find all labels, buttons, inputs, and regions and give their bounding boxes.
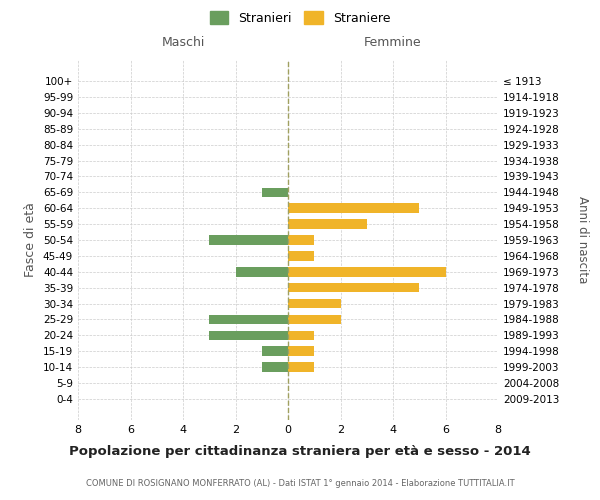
Text: Femmine: Femmine	[364, 36, 422, 49]
Y-axis label: Anni di nascita: Anni di nascita	[576, 196, 589, 284]
Text: Maschi: Maschi	[161, 36, 205, 49]
Legend: Stranieri, Straniere: Stranieri, Straniere	[205, 6, 395, 30]
Bar	[288, 314, 341, 324]
Bar	[288, 267, 445, 276]
Bar	[288, 220, 367, 229]
Bar	[288, 251, 314, 260]
Bar	[235, 267, 288, 276]
Bar	[288, 346, 314, 356]
Bar	[288, 362, 314, 372]
Bar	[209, 314, 288, 324]
Bar	[262, 362, 288, 372]
Bar	[288, 204, 419, 213]
Bar	[262, 188, 288, 197]
Bar	[288, 330, 314, 340]
Text: Popolazione per cittadinanza straniera per età e sesso - 2014: Popolazione per cittadinanza straniera p…	[69, 444, 531, 458]
Bar	[288, 299, 341, 308]
Bar	[209, 235, 288, 245]
Bar	[209, 330, 288, 340]
Text: COMUNE DI ROSIGNANO MONFERRATO (AL) - Dati ISTAT 1° gennaio 2014 - Elaborazione : COMUNE DI ROSIGNANO MONFERRATO (AL) - Da…	[86, 478, 514, 488]
Bar	[288, 283, 419, 292]
Y-axis label: Fasce di età: Fasce di età	[25, 202, 37, 278]
Bar	[288, 235, 314, 245]
Bar	[262, 346, 288, 356]
